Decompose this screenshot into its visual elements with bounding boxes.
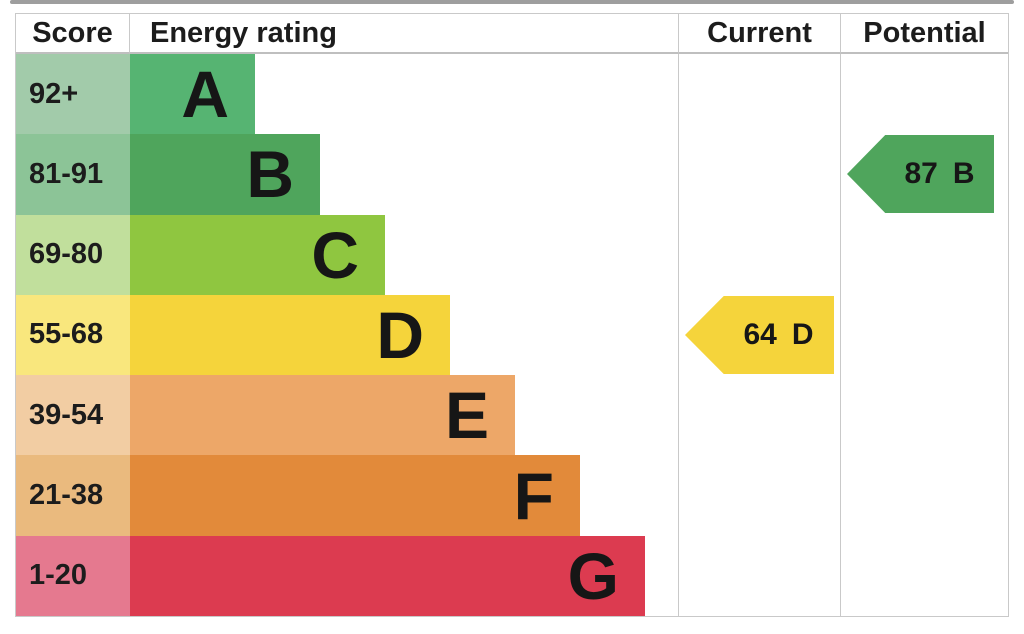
score-range-f: 21-38 [16, 455, 130, 536]
score-range-a-label: 92+ [29, 77, 79, 110]
score-range-g-label: 1-20 [29, 559, 88, 592]
band-letter-d: D [376, 297, 424, 372]
score-range-d: 55-68 [16, 294, 130, 376]
header-score: Score [16, 14, 130, 54]
band-bar-g: G [130, 535, 645, 616]
energy-row-f: F [130, 455, 678, 536]
band-bar-f: F [130, 455, 580, 536]
score-range-c-label: 69-80 [29, 238, 104, 271]
header-energy-rating-label: Energy rating [150, 16, 337, 49]
energy-row-d: D [130, 294, 678, 376]
top-divider-line [10, 0, 1014, 4]
band-letter-g: G [567, 538, 619, 613]
current-band: D [791, 318, 814, 351]
band-bar-c: C [130, 214, 385, 295]
header-energy-rating: Energy rating [130, 14, 678, 54]
score-range-b-label: 81-91 [29, 157, 104, 190]
header-current-label: Current [707, 16, 812, 49]
score-range-a: 92+ [16, 54, 130, 135]
score-range-e-label: 39-54 [29, 398, 104, 431]
energy-row-c: C [130, 214, 678, 295]
current-value: 64 [743, 318, 777, 351]
band-bar-e: E [130, 375, 515, 456]
energy-row-b: B [130, 134, 678, 215]
score-range-f-label: 21-38 [29, 479, 104, 512]
score-range-g: 1-20 [16, 535, 130, 616]
band-letter-b: B [246, 137, 294, 212]
score-range-e: 39-54 [16, 375, 130, 456]
band-bar-b: B [130, 134, 320, 215]
potential-arrow: 87 B [847, 135, 994, 213]
header-potential: Potential [840, 14, 1008, 54]
band-letter-e: E [444, 378, 489, 453]
potential-value: 87 [904, 157, 938, 190]
header-score-label: Score [32, 16, 113, 49]
epc-table: Score Energy rating Current Potential 92… [15, 13, 1009, 617]
band-bar-d: D [130, 294, 450, 376]
current-column: 64 D [678, 54, 840, 616]
header-current: Current [678, 14, 840, 54]
band-letter-f: F [513, 458, 554, 533]
current-arrow: 64 D [685, 296, 834, 374]
potential-band: B [952, 157, 975, 190]
potential-column: 87 B [840, 54, 1008, 616]
energy-row-a: A [130, 54, 678, 135]
score-range-c: 69-80 [16, 214, 130, 295]
energy-row-e: E [130, 375, 678, 456]
band-bar-a: A [130, 54, 255, 135]
score-range-b: 81-91 [16, 134, 130, 215]
header-potential-label: Potential [863, 16, 986, 49]
band-letter-c: C [311, 217, 359, 292]
score-range-d-label: 55-68 [29, 318, 104, 351]
energy-row-g: G [130, 535, 678, 616]
band-letter-a: A [181, 57, 229, 132]
